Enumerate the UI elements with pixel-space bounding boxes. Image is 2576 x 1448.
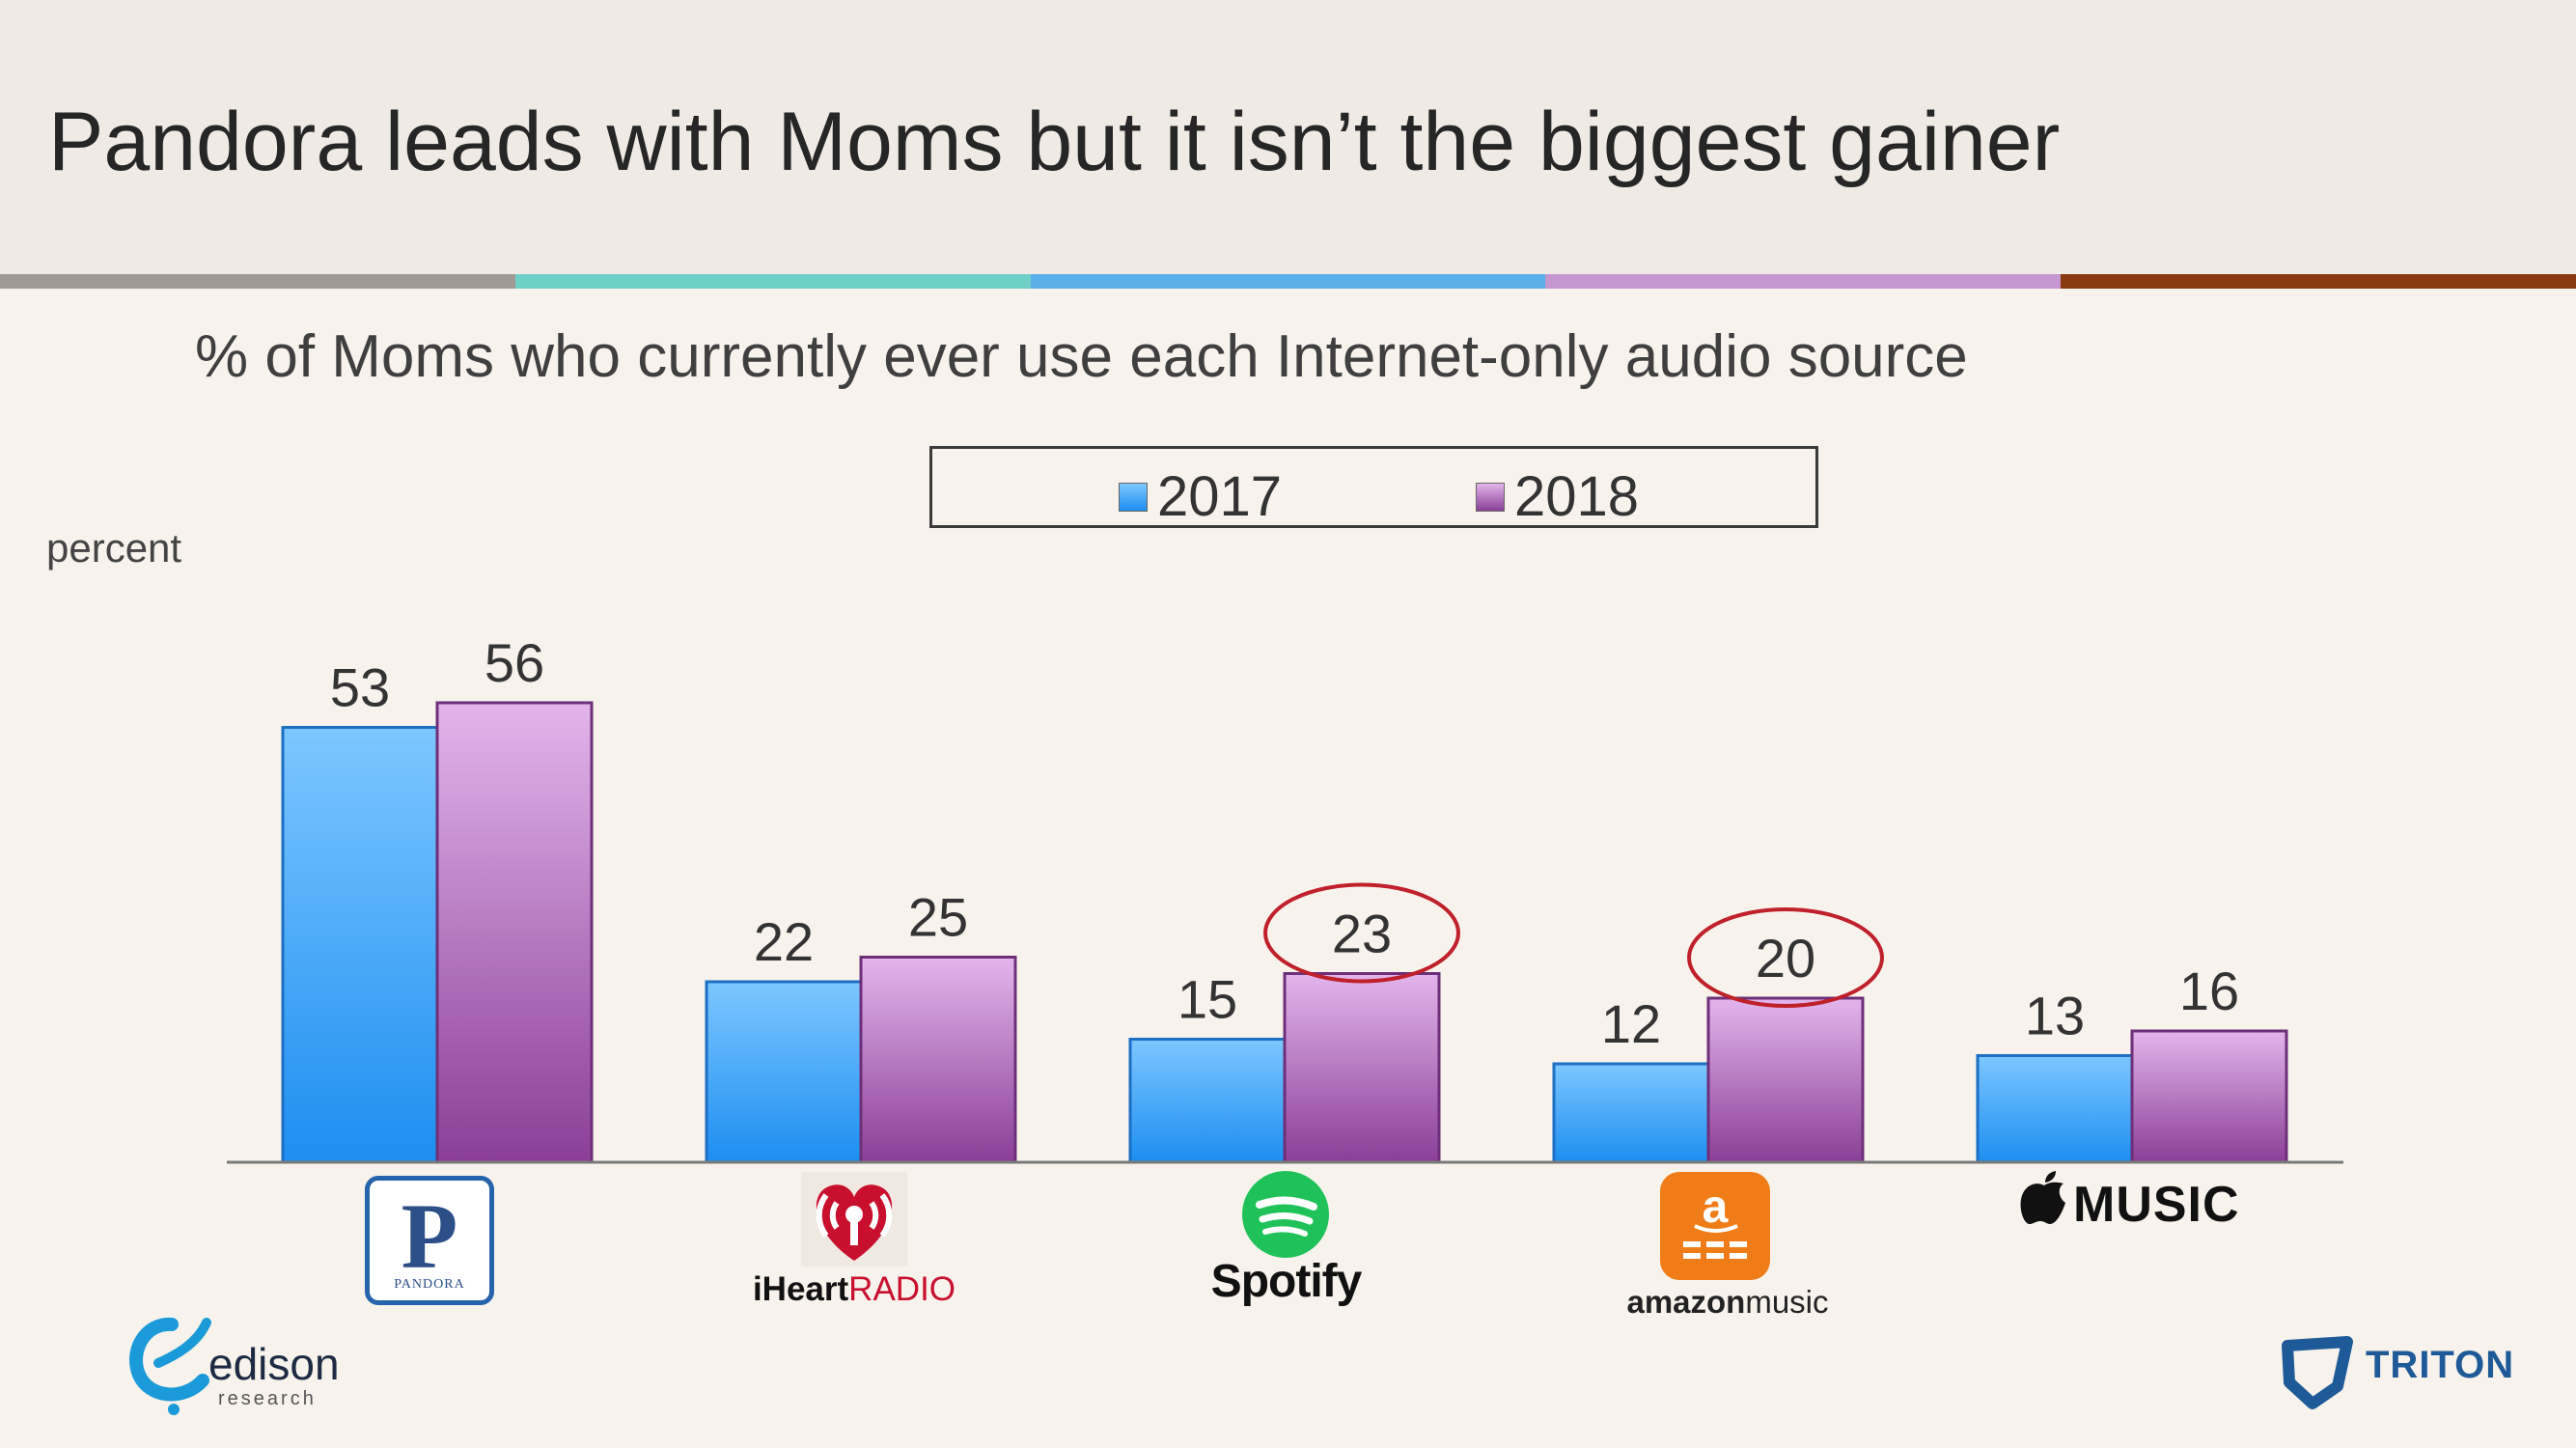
amazon-logo-word-bold: amazon (1626, 1284, 1745, 1320)
pandora-logo-mark: P (370, 1183, 489, 1290)
bar-iheartradio-2017 (706, 982, 861, 1162)
amazon-music-logo: a amazonmusic (1621, 1172, 1834, 1317)
triton-emblem-icon (2274, 1324, 2361, 1411)
data-label-iheartradio-2017: 22 (754, 911, 814, 972)
edison-swirl-icon (125, 1313, 217, 1419)
amazon-tile-mark: a (1703, 1182, 1729, 1233)
pandora-logo: P PANDORA (365, 1176, 494, 1305)
bar-spotify-2017 (1130, 1040, 1285, 1163)
spotify-logo: Spotify (1202, 1170, 1371, 1315)
data-label-amazon-music-2018: 20 (1756, 928, 1815, 989)
bar-iheartradio-2018 (861, 958, 1015, 1163)
iheart-logo-word-light: RADIO (848, 1270, 956, 1308)
apple-music-logo-word: MUSIC (2073, 1176, 2240, 1234)
iheart-logo-word-bold: iHeart (753, 1270, 848, 1308)
bar-apple-music-2018 (2132, 1031, 2286, 1162)
bar-pandora-2017 (283, 728, 437, 1163)
apple-music-logo: MUSIC (2015, 1170, 2257, 1238)
triton-logo: TRITON (2274, 1324, 2486, 1411)
amazon-music-tile-icon: a (1660, 1172, 1770, 1280)
iheartradio-logo: iHeartRADIO (743, 1170, 965, 1315)
data-label-apple-music-2018: 16 (2179, 961, 2239, 1021)
data-label-pandora-2018: 56 (485, 632, 544, 693)
amazon-logo-word-light: music (1745, 1284, 1828, 1320)
triton-logo-word: TRITON (2366, 1344, 2514, 1387)
edison-logo-subword: research (218, 1388, 317, 1410)
apple-icon (2019, 1170, 2069, 1228)
edison-logo-word: edison (208, 1338, 340, 1390)
bar-amazon-music-2018 (1708, 998, 1863, 1162)
iheart-heart-icon (743, 1170, 965, 1270)
bar-amazon-music-2017 (1554, 1064, 1708, 1162)
bar-apple-music-2017 (1978, 1056, 2132, 1163)
pandora-logo-word: PANDORA (370, 1277, 489, 1293)
spotify-logo-word: Spotify (1202, 1255, 1371, 1308)
bars-layer (283, 703, 2286, 1162)
data-label-spotify-2018: 23 (1332, 904, 1392, 964)
data-label-amazon-music-2017: 12 (1601, 993, 1661, 1054)
data-label-iheartradio-2018: 25 (908, 887, 968, 948)
bar-pandora-2018 (437, 703, 592, 1162)
edison-research-logo: edison research (125, 1313, 367, 1419)
data-label-apple-music-2017: 13 (2025, 986, 2085, 1046)
bar-spotify-2018 (1285, 974, 1439, 1163)
spotify-icon (1202, 1170, 1371, 1259)
data-label-spotify-2017: 15 (1177, 969, 1237, 1030)
data-label-pandora-2017: 53 (330, 657, 390, 718)
